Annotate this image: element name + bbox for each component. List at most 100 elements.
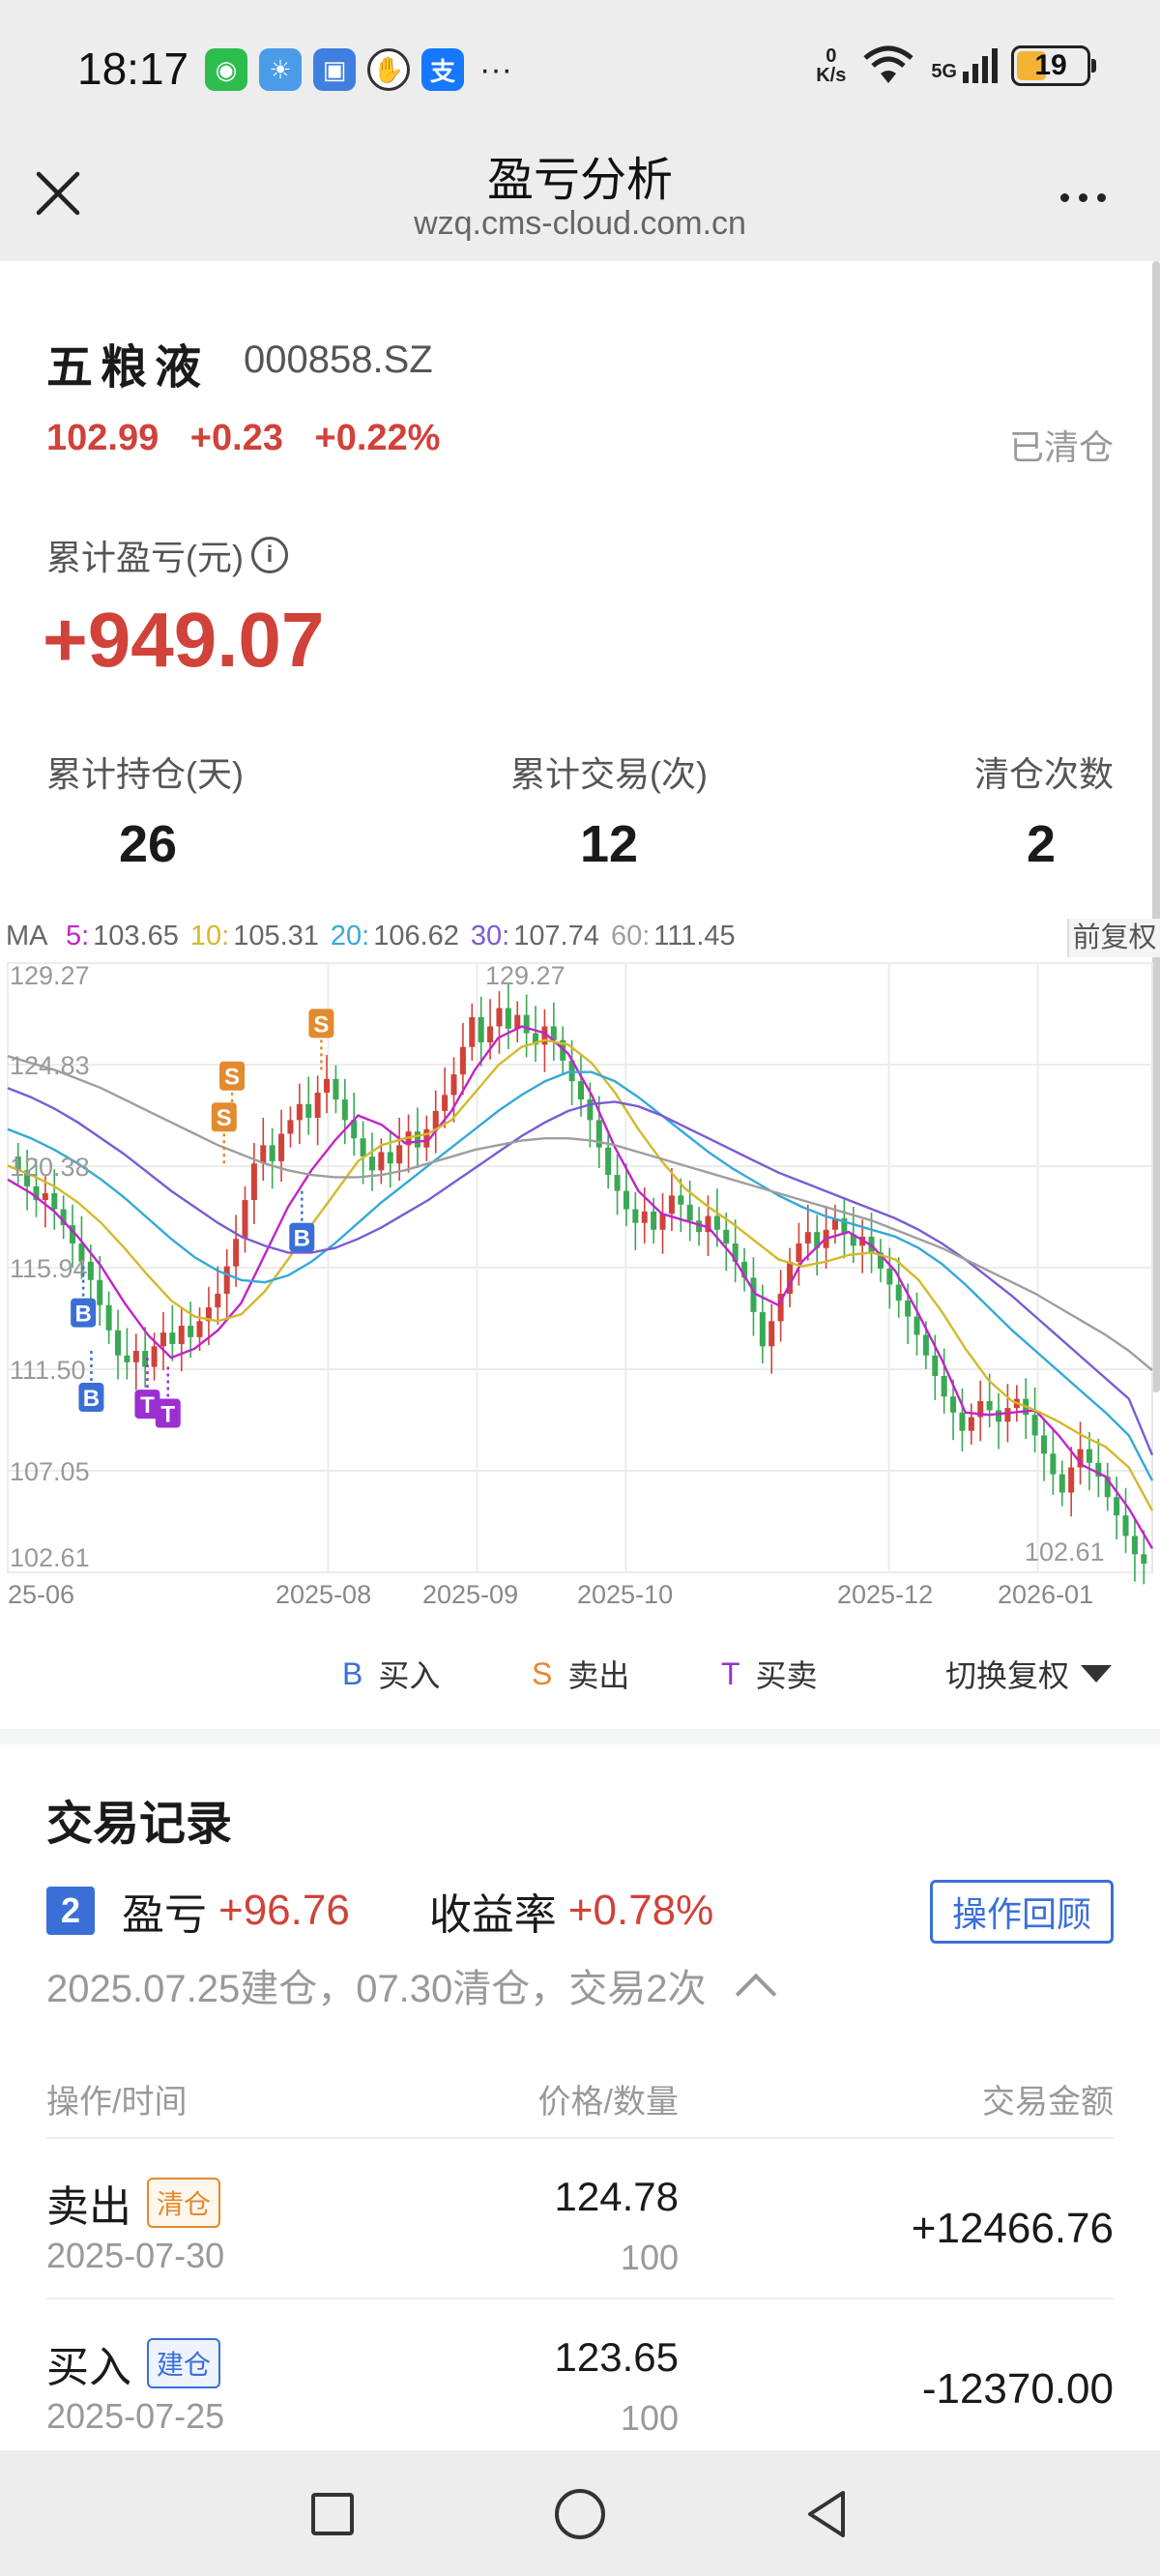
ma-value-0: 103.65: [93, 921, 179, 951]
candle-body: [396, 1145, 403, 1164]
candle-body: [932, 1355, 939, 1377]
candle-body: [804, 1232, 811, 1244]
candle-body: [1050, 1453, 1057, 1475]
candle-body: [587, 1099, 594, 1121]
more-notifications-icon: ···: [479, 51, 512, 88]
svg-text:S: S: [217, 1105, 232, 1131]
candle-body: [487, 1026, 494, 1042]
trade-marker-b[interactable]: B: [78, 1351, 104, 1413]
status-time: 18:17: [77, 44, 189, 94]
y-tick-label: 115.94: [10, 1254, 88, 1283]
svg-text:B: B: [294, 1226, 310, 1252]
ma-value-1: 105.31: [233, 921, 319, 951]
candle-body: [450, 1074, 457, 1096]
wifi-icon: [863, 45, 914, 83]
candle-body: [260, 1145, 267, 1164]
candle-body: [678, 1195, 684, 1205]
candle-body: [533, 1033, 539, 1045]
candle-body: [1058, 1474, 1065, 1493]
divider: [46, 2298, 1114, 2299]
adjust-mode-label[interactable]: 前复权: [1067, 919, 1160, 957]
candle-body: [333, 1078, 339, 1100]
candle-body: [442, 1095, 449, 1111]
x-tick-label: 2026-01: [998, 1580, 1093, 1609]
home-button[interactable]: [555, 2489, 605, 2539]
trade-marker-t[interactable]: T: [155, 1366, 181, 1428]
candle-body: [696, 1220, 703, 1233]
info-icon[interactable]: i: [250, 537, 288, 573]
table-row[interactable]: 卖出 清仓 2025-07-30 124.78 100 +12466.76: [46, 2174, 1114, 2277]
candle-body: [641, 1211, 648, 1223]
candle-body: [51, 1192, 58, 1210]
candle-body: [278, 1133, 285, 1161]
candle-body: [432, 1110, 439, 1129]
stock-price: 102.99: [46, 418, 160, 458]
svg-text:T: T: [160, 1402, 175, 1428]
ma-value-4: 111.45: [653, 921, 736, 951]
record-index-badge: 2: [46, 1887, 95, 1935]
more-options-button[interactable]: [1044, 178, 1121, 217]
candle-body: [968, 1417, 974, 1431]
candle-body: [814, 1232, 821, 1248]
cell-signal-icon: 5G: [931, 48, 998, 83]
candle-body: [550, 1026, 557, 1040]
status-bar: 18:17 ◉ ☀ ▣ ✋ 支 ··· 0 K/s 5G 19: [0, 0, 1160, 145]
candle-body: [151, 1346, 158, 1367]
scrollbar[interactable]: [1152, 261, 1160, 1392]
candle-body: [759, 1311, 766, 1347]
candle-body: [287, 1120, 294, 1134]
candle-body: [1040, 1435, 1047, 1454]
candle-body: [659, 1214, 666, 1230]
candle-body: [1114, 1497, 1120, 1516]
recent-apps-button[interactable]: [311, 2493, 354, 2535]
review-button[interactable]: 操作回顾: [930, 1880, 1114, 1944]
x-tick-label: 2025-08: [276, 1580, 371, 1609]
trade-marker-b[interactable]: B: [71, 1266, 97, 1328]
ma-value-3: 107.74: [513, 921, 599, 951]
trade-marker-s[interactable]: S: [219, 1061, 246, 1123]
legend-both: T 买卖: [721, 1655, 818, 1694]
candle-body: [996, 1410, 1002, 1422]
ma-key-1: 10:: [189, 921, 230, 951]
x-tick-label: 2025-10: [577, 1580, 673, 1609]
net-speed: 0 K/s: [816, 45, 847, 86]
y-tick-label: 102.61: [10, 1543, 90, 1572]
candle-body: [750, 1277, 757, 1312]
back-button[interactable]: [802, 2489, 851, 2539]
record-description[interactable]: 2025.07.25建仓，07.30清仓，交易2次: [46, 1957, 776, 2015]
position-status: 已清仓: [1008, 427, 1114, 467]
candle-body: [78, 1243, 85, 1262]
svg-text:B: B: [74, 1302, 91, 1328]
chevron-up-icon[interactable]: [735, 1973, 776, 2015]
candle-body: [169, 1332, 176, 1344]
candle-body: [142, 1351, 149, 1367]
candle-body: [959, 1412, 966, 1431]
cum-pnl-value: +949.07: [43, 597, 325, 683]
candle-body: [741, 1261, 748, 1278]
candle-body: [886, 1268, 893, 1285]
candle-body: [686, 1204, 693, 1221]
trade-marker-b[interactable]: B: [289, 1190, 315, 1252]
candle-body: [768, 1321, 775, 1347]
candle-body: [305, 1103, 312, 1118]
candle-body: [850, 1234, 856, 1246]
alipay-icon: 支: [421, 48, 464, 91]
candle-body: [668, 1195, 675, 1215]
svg-text:S: S: [224, 1065, 240, 1091]
candle-body: [632, 1209, 639, 1223]
candle-body: [705, 1215, 711, 1233]
table-row[interactable]: 买入 建仓 2025-07-25 123.65 100 -12370.00: [46, 2334, 1114, 2438]
switch-adjust-button[interactable]: 切换复权: [945, 1652, 1112, 1696]
weather-icon: ☀: [259, 48, 302, 91]
ma-line-ma20: [7, 1070, 1154, 1481]
candle-body: [950, 1396, 957, 1413]
kline-chart[interactable]: 129.27 124.83 120.38 115.94 111.50 107.05 102.…: [0, 957, 1160, 1615]
close-icon[interactable]: [29, 164, 87, 222]
candle-body: [233, 1239, 240, 1267]
trade-marker-t[interactable]: T: [134, 1358, 160, 1420]
candle-body: [1122, 1515, 1129, 1537]
candle-body: [831, 1217, 838, 1230]
page-title: 盈亏分析: [486, 155, 673, 206]
trade-marker-s[interactable]: S: [211, 1102, 237, 1164]
trade-marker-s[interactable]: S: [308, 1009, 334, 1070]
